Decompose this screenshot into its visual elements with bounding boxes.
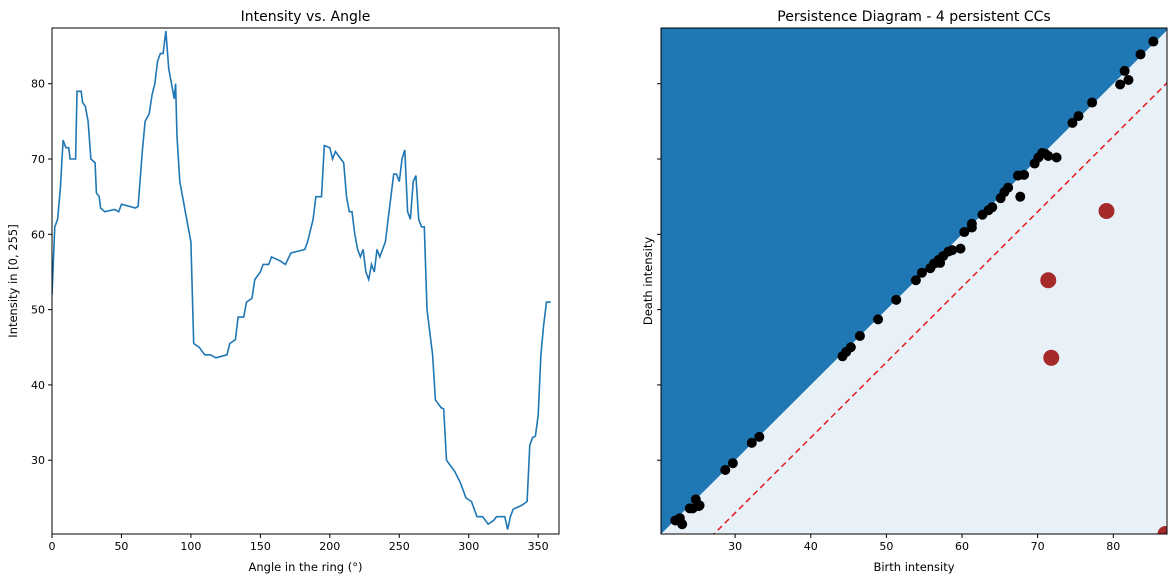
x-tick-label: 0	[49, 540, 56, 553]
x-axis-label: Birth intensity	[873, 560, 954, 574]
point	[1043, 151, 1054, 162]
point	[754, 431, 765, 442]
point	[677, 519, 688, 530]
point	[1123, 74, 1134, 85]
point	[987, 202, 998, 213]
point	[1087, 97, 1098, 108]
point	[1040, 272, 1057, 289]
y-tick-label: 40	[31, 379, 45, 392]
point	[1043, 349, 1060, 366]
point	[1135, 49, 1146, 60]
point	[1019, 169, 1030, 180]
x-tick-label: 80	[1106, 540, 1120, 553]
point	[727, 458, 738, 469]
point	[910, 275, 921, 286]
x-tick-label: 150	[250, 540, 271, 553]
point	[891, 294, 902, 305]
point	[854, 330, 865, 341]
x-tick-label: 40	[804, 540, 818, 553]
point	[1067, 117, 1078, 128]
threshold-line	[712, 82, 1167, 534]
point	[1073, 111, 1084, 122]
point	[959, 227, 970, 238]
point	[947, 245, 958, 256]
point	[1098, 202, 1115, 219]
x-tick-label: 60	[955, 540, 969, 553]
point	[746, 437, 757, 448]
x-tick-label: 50	[879, 540, 893, 553]
y-tick-label: 30	[31, 454, 45, 467]
axes-frame	[660, 27, 1168, 535]
data-line	[52, 30, 551, 530]
y-tick-label: 70	[31, 153, 45, 166]
y-axis-label: Intensity in [0, 255]	[6, 224, 20, 337]
y-tick-label: 50	[31, 304, 45, 317]
plot-area	[661, 28, 1167, 534]
plot-area	[52, 30, 551, 530]
point	[1015, 191, 1026, 202]
point	[845, 342, 856, 353]
point	[694, 500, 705, 511]
x-tick-label: 350	[528, 540, 549, 553]
y-tick-label: 60	[31, 228, 45, 241]
x-tick-label: 30	[728, 540, 742, 553]
x-tick-label: 200	[319, 540, 340, 553]
x-tick-label: 100	[180, 540, 201, 553]
x-tick-label: 50	[114, 540, 128, 553]
point	[1051, 152, 1062, 163]
point	[1115, 79, 1126, 90]
point	[720, 464, 731, 475]
x-tick-label: 70	[1031, 540, 1045, 553]
point	[1119, 65, 1130, 76]
point	[1148, 36, 1159, 47]
point	[966, 218, 977, 229]
chart-title: Intensity vs. Angle	[241, 9, 371, 25]
x-tick-label: 250	[389, 540, 410, 553]
axes-frame	[51, 27, 560, 535]
point	[955, 243, 966, 254]
y-tick-label: 80	[31, 78, 45, 91]
point	[873, 314, 884, 325]
x-axis-label: Angle in the ring (°)	[249, 560, 363, 574]
chart-title: Persistence Diagram - 4 persistent CCs	[777, 9, 1050, 25]
y-axis-label: Death intensity	[641, 237, 655, 325]
point	[916, 267, 927, 278]
x-tick-label: 300	[458, 540, 479, 553]
point	[1157, 526, 1167, 534]
point	[1003, 182, 1014, 193]
